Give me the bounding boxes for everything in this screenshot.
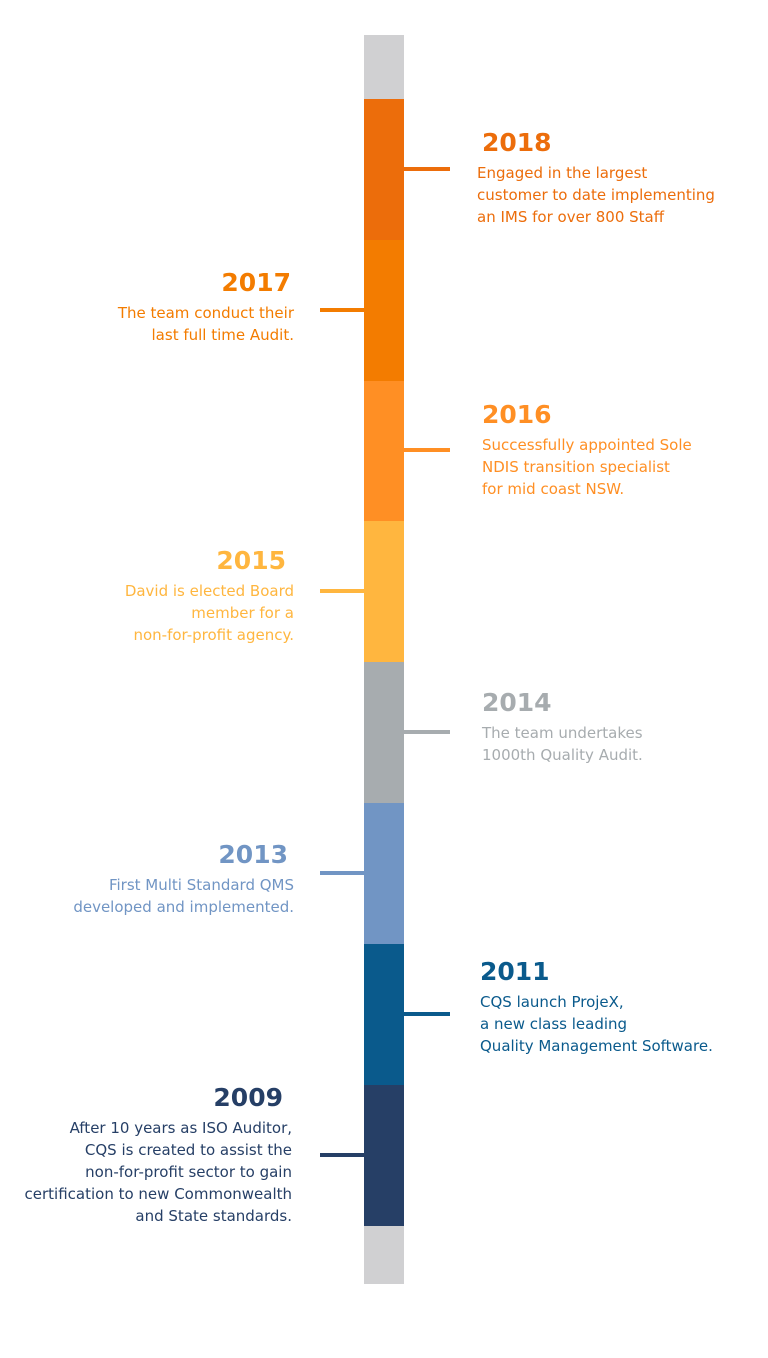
timeline-cap-bottom xyxy=(364,1226,404,1284)
event-description: Successfully appointed Sole NDIS transit… xyxy=(482,436,692,498)
event-description: CQS launch ProjeX, a new class leading Q… xyxy=(480,993,713,1055)
event-2018: 2018 Engaged in the largest customer to … xyxy=(477,128,762,228)
connector-2014 xyxy=(404,730,450,734)
event-2013: 2013 First Multi Standard QMS developed … xyxy=(0,840,294,918)
timeline-segment-2013 xyxy=(364,803,404,944)
event-description: The team conduct their last full time Au… xyxy=(117,304,294,344)
event-year: 2016 xyxy=(482,400,552,429)
event-year: 2014 xyxy=(482,688,552,717)
connector-2013 xyxy=(320,871,364,875)
timeline-cap-top xyxy=(364,35,404,99)
timeline-segment-2009 xyxy=(364,1085,404,1226)
event-description: First Multi Standard QMS developed and i… xyxy=(73,876,294,916)
event-description: Engaged in the largest customer to date … xyxy=(477,164,715,226)
event-year: 2017 xyxy=(221,268,291,297)
event-2014: 2014 The team undertakes 1000th Quality … xyxy=(482,688,762,766)
timeline-segment-2016 xyxy=(364,381,404,521)
timeline-segment-2017 xyxy=(364,240,404,381)
event-2015: 2015 David is elected Board member for a… xyxy=(4,546,294,646)
timeline-segment-2015 xyxy=(364,521,404,662)
connector-2017 xyxy=(320,308,364,312)
connector-2015 xyxy=(320,589,364,593)
event-description: The team undertakes 1000th Quality Audit… xyxy=(482,724,643,764)
event-2009: 2009 After 10 years as ISO Auditor, CQS … xyxy=(2,1083,292,1227)
event-2011: 2011 CQS launch ProjeX, a new class lead… xyxy=(480,957,765,1057)
event-year: 2011 xyxy=(480,957,550,986)
timeline-segment-2014 xyxy=(364,662,404,803)
connector-2016 xyxy=(404,448,450,452)
connector-2018 xyxy=(404,167,450,171)
event-description: After 10 years as ISO Auditor, CQS is cr… xyxy=(24,1119,292,1225)
event-year: 2013 xyxy=(218,840,288,869)
timeline-segment-2011 xyxy=(364,944,404,1085)
event-description: David is elected Board member for a non-… xyxy=(124,582,294,644)
event-2017: 2017 The team conduct their last full ti… xyxy=(4,268,294,346)
connector-2009 xyxy=(320,1153,364,1157)
event-year: 2018 xyxy=(482,128,552,157)
connector-2011 xyxy=(404,1012,450,1016)
event-year: 2015 xyxy=(216,546,286,575)
event-year: 2009 xyxy=(213,1083,283,1112)
timeline-segment-2018 xyxy=(364,99,404,240)
event-2016: 2016 Successfully appointed Sole NDIS tr… xyxy=(482,400,762,500)
